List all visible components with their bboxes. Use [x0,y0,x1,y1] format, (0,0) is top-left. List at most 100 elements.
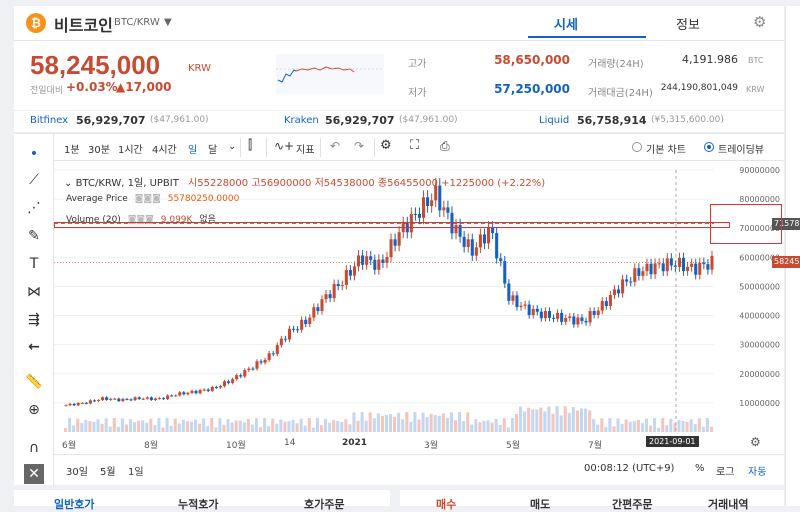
volume-bar [571,406,575,432]
radio-basic-chart[interactable] [632,142,642,152]
interval-30m[interactable]: 30분 [88,145,110,156]
dot-icon[interactable]: • [29,146,39,162]
volume-bar [291,419,295,432]
eye-icon[interactable]: ◙◙◙ [127,215,154,225]
candle-body [665,258,669,272]
candle-body [162,398,166,400]
radio-tradingview[interactable] [704,142,714,152]
volume-bar [433,415,437,432]
volume-bar [384,414,388,432]
fib-icon[interactable]: ⋰ [27,200,41,216]
range-1d[interactable]: 1일 [128,467,144,478]
exchange-prices: Bitfinex 56,929,707 ($47,961.00) Kraken … [14,110,784,132]
volume-bar [421,412,425,432]
tab-buy[interactable]: 매수 [436,498,457,511]
tab-price[interactable]: 시세 [554,18,578,33]
volume-bar [194,419,198,432]
indicator-button[interactable]: 지표 [296,145,315,156]
candle-body [344,270,348,285]
candle-body [527,304,531,316]
chevron-down-icon[interactable]: ▼ [164,17,172,28]
redo-icon[interactable]: ↷ [354,139,365,153]
candle-chart[interactable]: 90000000 80000000 70000000 60000000 50000000… [54,162,784,452]
volume-bar [661,418,665,432]
eye-icon[interactable]: ◙◙◙ [134,194,161,204]
zoom-icon[interactable]: ⊕ [28,402,40,418]
camera-icon[interactable]: ⎙ [440,139,450,153]
volume-bar [88,421,92,432]
brush-icon[interactable]: ✎ [28,228,40,244]
volume-bar [600,418,604,432]
volume-bar [124,424,128,432]
indicator-icon[interactable]: ∿+ [274,139,295,153]
candle-body [446,207,450,213]
percent-toggle[interactable]: % [695,463,705,474]
chevron-down-icon[interactable]: ⌄ [228,141,237,152]
candle-body [381,259,385,263]
log-toggle[interactable]: 로그 [716,467,735,478]
forecast-icon[interactable]: ⇶ [28,312,40,328]
interval-1d[interactable]: 일 [188,145,198,156]
volume-bar [214,427,218,432]
auto-toggle[interactable]: 자동 [748,467,767,478]
volume-bar [669,418,673,432]
volume-bar [267,426,271,432]
volume-bar [137,420,141,432]
candle-body [495,233,499,259]
tab-trade-history[interactable]: 거래내역 [708,498,749,511]
interval-month[interactable]: 달 [208,145,218,156]
candle-body [113,398,117,400]
interval-1m[interactable]: 1분 [64,145,80,156]
candle-body [324,294,328,300]
volume-bar [230,422,234,432]
tab-sell[interactable]: 매도 [530,498,551,511]
gear-icon[interactable]: ⚙ [750,435,761,449]
candle-body [202,389,206,391]
trendline-icon[interactable]: ⟋ [29,172,39,188]
exchange-price: 56,929,707 [76,114,146,127]
volume-bar [246,419,250,432]
volume-bar [198,423,202,432]
volume-bar [116,426,120,432]
candle-body [348,270,352,276]
divider [266,138,267,157]
magnet-icon[interactable]: ∩ [28,440,40,456]
undo-icon[interactable]: ↶ [330,139,341,153]
tab-info[interactable]: 정보 [676,18,700,33]
volume-bar [169,425,173,432]
candle-body [300,319,304,330]
range-30d[interactable]: 30일 [66,467,88,478]
candle-body [397,232,401,246]
candle-body [531,308,535,316]
gear-icon[interactable]: ⚙ [753,13,767,31]
settings-icon[interactable]: ⚙ [380,138,392,153]
tab-normal-orderbook[interactable]: 일반호가 [54,498,95,511]
tab-simple-order[interactable]: 간편주문 [612,498,653,511]
arrow-left-icon[interactable]: ← [28,339,40,355]
y-tick-label: 10000000 [739,399,780,408]
range-5m[interactable]: 5월 [100,467,116,478]
orderbook-tabs: 일반호가 누적호가 호가주문 [14,490,390,511]
volume-bar [100,424,104,432]
candle-body [389,239,393,258]
chevron-down-icon[interactable]: ⌄ [64,178,73,189]
interval-1h[interactable]: 1시간 [118,145,143,156]
candle-icon[interactable]: ⫿ [248,138,253,153]
candle-body [320,299,324,312]
interval-4h[interactable]: 4시간 [152,145,177,156]
fullscreen-icon[interactable]: ⛶ [410,138,420,153]
candle-body [576,317,580,325]
candle-body [336,284,340,286]
volume-bar [218,418,222,432]
volume-bar [510,418,514,432]
candle-body [568,316,572,318]
volume-bar [68,418,72,432]
tab-order-book[interactable]: 호가주문 [304,498,345,511]
lock-icon[interactable]: ✕ [24,464,44,484]
pattern-icon[interactable]: ⋈ [27,284,41,300]
ruler-icon[interactable]: 📏 [25,374,43,390]
text-icon[interactable]: T [29,256,39,272]
tab-cumulative-orderbook[interactable]: 누적호가 [178,498,219,511]
candle-body [596,310,600,315]
